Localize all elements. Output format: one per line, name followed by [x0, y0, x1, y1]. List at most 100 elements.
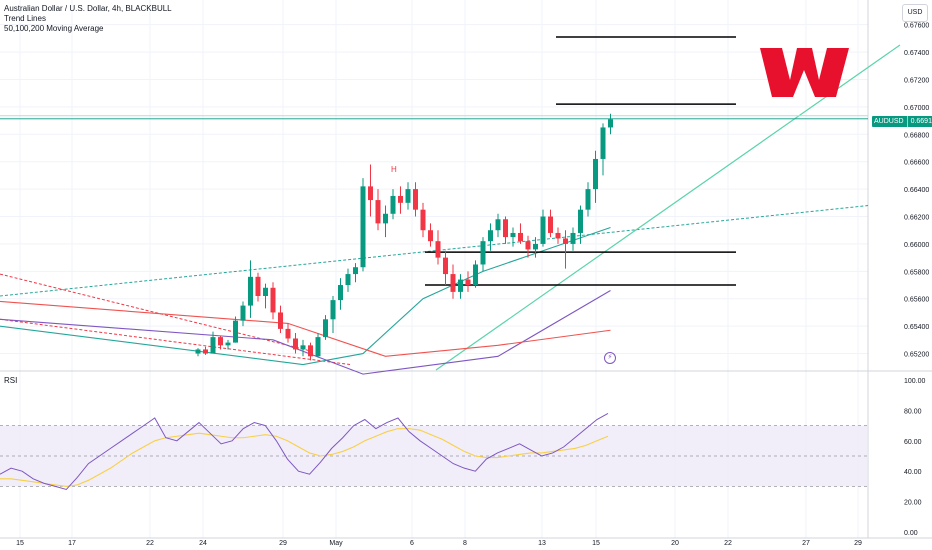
time-tick-label: 17: [68, 540, 76, 547]
price-tick-label: 0.66000: [904, 242, 929, 249]
moving-averages: [0, 226, 611, 375]
candle-body: [195, 349, 201, 354]
candle-body: [503, 219, 508, 238]
ma100-line: [0, 290, 611, 375]
candle-body: [218, 337, 223, 346]
time-tick-label: 22: [146, 540, 154, 547]
candle-body: [255, 276, 261, 296]
candle-body: [330, 300, 336, 320]
logo-shape: [760, 48, 849, 97]
legend-study-moving-average[interactable]: 50,100,200 Moving Average: [4, 24, 104, 33]
candle-body: [203, 349, 208, 354]
candle-body: [473, 264, 478, 286]
candle-body: [285, 328, 291, 339]
candle-body: [405, 189, 411, 203]
candle-body: [488, 230, 493, 242]
price-tick-label: 0.66800: [904, 132, 929, 139]
ma200-line: [0, 300, 611, 357]
candle-body: [315, 337, 321, 357]
candle-body: [540, 216, 546, 244]
price-tick-label: 0.67400: [904, 50, 929, 57]
candle-body: [300, 345, 306, 350]
rsi-tick-label: 0.00: [904, 530, 918, 537]
candle-body: [420, 209, 426, 231]
candle-body: [383, 213, 388, 224]
currency-button[interactable]: USD: [902, 4, 928, 22]
rsi-pane: [0, 413, 868, 491]
price-tick-label: 0.66200: [904, 215, 929, 222]
trend-line-dashed-green: [0, 205, 869, 297]
ma50-line: [0, 226, 611, 366]
candle-body: [248, 276, 253, 306]
candle-body: [240, 305, 246, 321]
time-tick-label: 29: [279, 540, 287, 547]
candle-body: [293, 338, 298, 350]
candle-body: [450, 274, 456, 292]
price-tick-label: 0.66400: [904, 187, 929, 194]
time-tick-label: 27: [802, 540, 810, 547]
legend-study-trend-lines[interactable]: Trend Lines: [4, 14, 46, 23]
candles: [195, 113, 613, 361]
candle-body: [225, 342, 231, 346]
candle-body: [555, 232, 561, 239]
time-tick-label: 8: [463, 540, 467, 547]
rsi-tick-label: 60.00: [904, 439, 922, 446]
candle-body: [368, 186, 373, 201]
rsi-label: RSI: [4, 376, 18, 385]
time-tick-label: 20: [671, 540, 679, 547]
candle-body: [585, 189, 591, 210]
candle-body: [210, 337, 216, 354]
candle-body: [308, 345, 313, 357]
candle-body: [578, 209, 583, 233]
candle-body: [563, 238, 568, 244]
time-tick-label: May: [329, 540, 343, 547]
legend-title: Australian Dollar / U.S. Dollar, 4h, BLA…: [4, 4, 172, 13]
candle-body: [360, 186, 366, 268]
candle-body: [390, 195, 396, 214]
candle-body: [518, 232, 523, 242]
candle-body: [233, 320, 238, 343]
candle-body: [525, 241, 531, 250]
candle-body: [495, 219, 501, 231]
candle-body: [353, 267, 358, 275]
candle-body: [458, 279, 463, 292]
price-tick-label: 0.65800: [904, 269, 929, 276]
candle-body: [593, 158, 598, 190]
axes: 0.67600 0.67400 0.67200 0.67000 0.66800 0.666…: [16, 23, 929, 547]
time-tick-label: 15: [592, 540, 600, 547]
candle-body: [480, 241, 486, 265]
candle-body: [465, 279, 471, 286]
rsi-tick-label: 20.00: [904, 500, 922, 507]
chart-legend: Australian Dollar / U.S. Dollar, 4h, BLA…: [4, 4, 172, 34]
flash-icon[interactable]: ⚡: [604, 352, 616, 364]
trend-lines: [0, 44, 901, 371]
candle-body: [323, 319, 328, 338]
candle-body: [533, 243, 538, 250]
price-tick-label: 0.67000: [904, 105, 929, 112]
rsi-tick-label: 80.00: [904, 408, 922, 415]
time-tick-label: 24: [199, 540, 207, 547]
trend-line-dashed-red: [0, 273, 311, 352]
candle-body: [510, 232, 516, 238]
price-tick-label: 0.65400: [904, 324, 929, 331]
candle-body: [398, 195, 403, 203]
trend-line-steep: [435, 44, 901, 371]
candle-body: [548, 216, 553, 233]
candle-body: [345, 274, 351, 286]
candle-body: [375, 200, 381, 224]
time-tick-label: 22: [724, 540, 732, 547]
candle-body: [608, 119, 613, 128]
high-marker: H: [391, 165, 397, 174]
price-tick-label: 0.67200: [904, 77, 929, 84]
candle-body: [435, 241, 441, 258]
rsi-line: [0, 413, 609, 491]
price-tick-label: 0.66600: [904, 160, 929, 167]
time-tick-label: 15: [16, 540, 24, 547]
price-tick-label: 0.65200: [904, 352, 929, 359]
candle-body: [278, 312, 283, 329]
rsi-tick-label: 40.00: [904, 469, 922, 476]
westpac-logo: [760, 48, 849, 97]
price-badge-symbol: AUDUSD: [874, 116, 908, 127]
